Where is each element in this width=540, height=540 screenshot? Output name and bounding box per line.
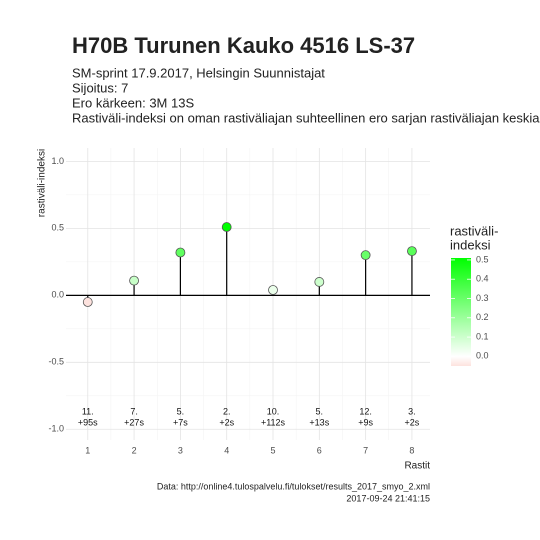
time-label: +2s — [405, 417, 420, 427]
x-tick-label: 7 — [363, 445, 368, 455]
y-tick-label: 0.0 — [51, 290, 64, 300]
legend-title: indeksi — [450, 237, 491, 252]
legend-tick-label: 0.3 — [476, 293, 489, 303]
x-tick-label: 3 — [178, 445, 183, 455]
x-axis-label: Rastit — [404, 461, 430, 472]
legend-tick-label: 0.0 — [476, 351, 489, 361]
rank-label: 12. — [359, 406, 372, 416]
subtitle: Rastiväli-indeksi on oman rastiväliajan … — [72, 110, 540, 125]
y-tick-label: 0.5 — [51, 223, 64, 233]
y-tick-label: -1.0 — [48, 424, 64, 434]
point — [407, 246, 417, 257]
caption: Data: http://online4.tulospalvelu.fi/tul… — [157, 481, 430, 491]
point — [221, 222, 232, 232]
y-tick-label: 1.0 — [51, 156, 64, 166]
y-axis-label: rastiväli-indeksi — [37, 149, 48, 217]
caption: 2017-09-24 21:41:15 — [346, 493, 430, 503]
point — [268, 285, 278, 295]
rank-label: 10. — [267, 406, 280, 416]
rank-label: 5. — [177, 406, 185, 416]
time-label: +95s — [78, 417, 98, 427]
y-tick-label: -0.5 — [48, 357, 64, 367]
time-label: +112s — [261, 417, 286, 427]
chart-title: H70B Turunen Kauko 4516 LS-37 — [72, 33, 415, 58]
x-tick-label: 1 — [85, 445, 90, 455]
subtitle: SM-sprint 17.9.2017, Helsingin Suunnista… — [72, 65, 325, 80]
time-label: +13s — [309, 417, 329, 427]
point — [175, 247, 186, 258]
subtitle: Sijoitus: 7 — [72, 80, 128, 95]
rank-label: 7. — [130, 406, 138, 416]
time-label: +2s — [219, 417, 234, 427]
time-label: +9s — [358, 417, 373, 427]
rank-label: 2. — [223, 406, 231, 416]
x-tick-label: 4 — [224, 445, 229, 455]
time-label: +7s — [173, 417, 188, 427]
point — [82, 297, 93, 307]
time-label: +27s — [124, 417, 144, 427]
rank-label: 5. — [316, 406, 324, 416]
x-tick-label: 2 — [132, 445, 137, 455]
colorbar — [451, 258, 471, 366]
x-tick-label: 5 — [270, 445, 275, 455]
legend-tick-label: 0.5 — [476, 254, 489, 264]
legend-title: rastiväli- — [450, 223, 498, 238]
subtitle: Ero kärkeen: 3M 13S — [72, 95, 194, 110]
point — [314, 277, 325, 287]
point — [360, 250, 371, 261]
point — [129, 275, 139, 286]
x-tick-label: 6 — [317, 445, 322, 455]
legend-tick-label: 0.2 — [476, 312, 489, 322]
x-tick-label: 8 — [409, 445, 414, 455]
legend-tick-label: 0.1 — [476, 331, 489, 341]
rank-label: 3. — [408, 406, 416, 416]
legend-tick-label: 0.4 — [476, 274, 489, 284]
rank-label: 11. — [82, 406, 94, 416]
